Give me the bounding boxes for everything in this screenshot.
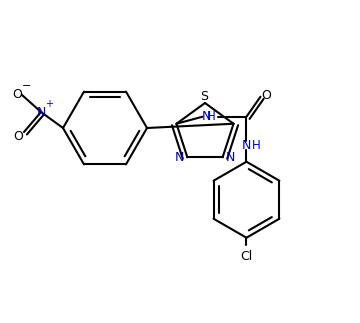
Text: H: H [252,139,260,152]
Text: +: + [45,99,54,109]
Text: N: N [175,151,185,164]
Text: N: N [36,106,46,119]
Text: N: N [242,139,251,152]
Text: O: O [12,88,22,100]
Text: S: S [200,90,208,103]
Text: H: H [207,110,215,123]
Text: N: N [202,110,211,123]
Text: −: − [22,81,32,91]
Text: O: O [13,130,23,142]
Text: N: N [225,151,235,164]
Text: O: O [261,89,271,102]
Text: Cl: Cl [240,250,253,263]
